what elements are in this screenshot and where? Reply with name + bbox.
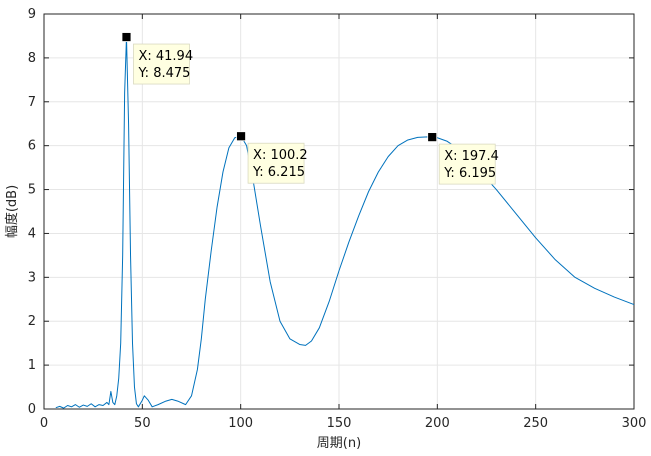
datatip-y-label: Y: 6.215 (252, 165, 305, 180)
x-tick-label: 0 (40, 416, 48, 431)
x-tick-label: 50 (134, 416, 151, 431)
y-tick-label: 6 (28, 139, 36, 154)
y-tick-label: 7 (28, 95, 36, 110)
y-tick-label: 3 (28, 270, 36, 285)
datatip-y-label: Y: 8.475 (137, 66, 190, 81)
axes-layer: 0 50 100 150 200 250 300 0 1 2 3 4 5 6 7 8 9 (28, 7, 647, 431)
datatip-box (438, 143, 496, 185)
datatip-marker (121, 32, 132, 42)
y-tick-label: 9 (28, 7, 36, 22)
datatip-marker (427, 132, 438, 143)
x-axis-label: 周期(n) (317, 436, 361, 451)
y-tick-label: 0 (28, 402, 36, 417)
datatip-y-label: Y: 6.195 (443, 166, 496, 181)
y-tick-label: 4 (28, 226, 36, 241)
y-axis-label: 幅度(dB) (4, 185, 20, 238)
datatip-x-label: X: 197.4 (444, 149, 499, 164)
x-tick-label: 250 (523, 416, 548, 431)
x-tick-label: 300 (622, 416, 647, 431)
x-tick-label: 200 (425, 416, 450, 431)
datatip-box (247, 142, 305, 184)
x-tick-label: 150 (327, 416, 352, 431)
datatip-marker (236, 131, 246, 142)
datatip-x-label: X: 100.2 (253, 148, 308, 163)
datatip-box (133, 43, 190, 85)
y-tick-label: 2 (28, 314, 36, 329)
y-tick-label: 5 (28, 183, 36, 198)
y-tick-label: 8 (28, 51, 36, 66)
datatips-layer: X: 41.94 Y: 8.475 X: 100.2 Y: 6.215 X: 197.4… (121, 32, 499, 185)
y-tick-label: 1 (28, 358, 36, 373)
x-tick-label: 100 (228, 416, 253, 431)
datatip-x-label: X: 41.94 (138, 49, 193, 64)
